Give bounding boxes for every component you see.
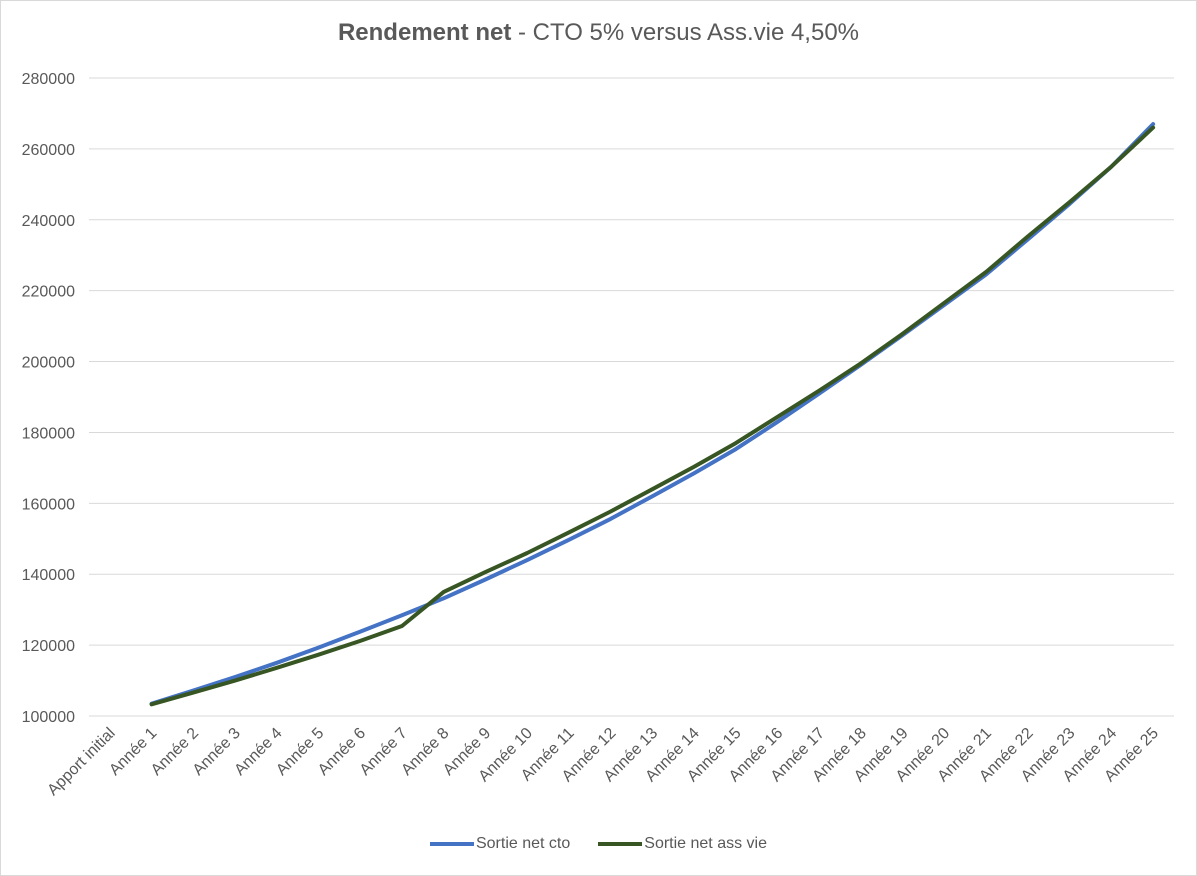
y-tick-label-1: 120000 xyxy=(22,638,75,655)
y-tick-label-4: 180000 xyxy=(22,425,75,442)
legend-label-ass-vie: Sortie net ass vie xyxy=(644,835,767,852)
chart-title: Rendement net - CTO 5% versus Ass.vie 4,… xyxy=(1,19,1196,47)
legend-item-cto: Sortie net cto xyxy=(429,835,571,853)
x-tick-label-0: Apport initial xyxy=(44,725,118,799)
y-tick-label-2: 140000 xyxy=(22,567,75,584)
chart-title-bold: Rendement net xyxy=(337,19,512,46)
legend-swatch-ass-vie xyxy=(598,842,643,846)
y-tick-label-5: 200000 xyxy=(22,355,75,372)
y-tick-label-3: 160000 xyxy=(22,496,75,513)
y-tick-label-9: 280000 xyxy=(22,71,75,88)
y-tick-label-7: 240000 xyxy=(22,213,75,230)
legend-swatch-cto xyxy=(429,842,474,846)
y-tick-label-6: 220000 xyxy=(22,284,75,301)
series-line-cto xyxy=(149,122,1156,706)
plot-area: 100000 120000 140000 160000 180000 200000 2200… xyxy=(22,71,1174,799)
legend-item-ass-vie: Sortie net ass vie xyxy=(598,835,767,853)
chart-title-rest: - CTO 5% versus Ass.vie 4,50% xyxy=(511,19,860,46)
legend: Sortie net cto Sortie net ass vie xyxy=(1,835,1196,853)
legend-label-cto: Sortie net cto xyxy=(475,835,571,852)
y-tick-label-0: 100000 xyxy=(22,709,75,726)
series-line-ass-vie xyxy=(149,125,1156,707)
y-tick-label-8: 260000 xyxy=(22,142,75,159)
